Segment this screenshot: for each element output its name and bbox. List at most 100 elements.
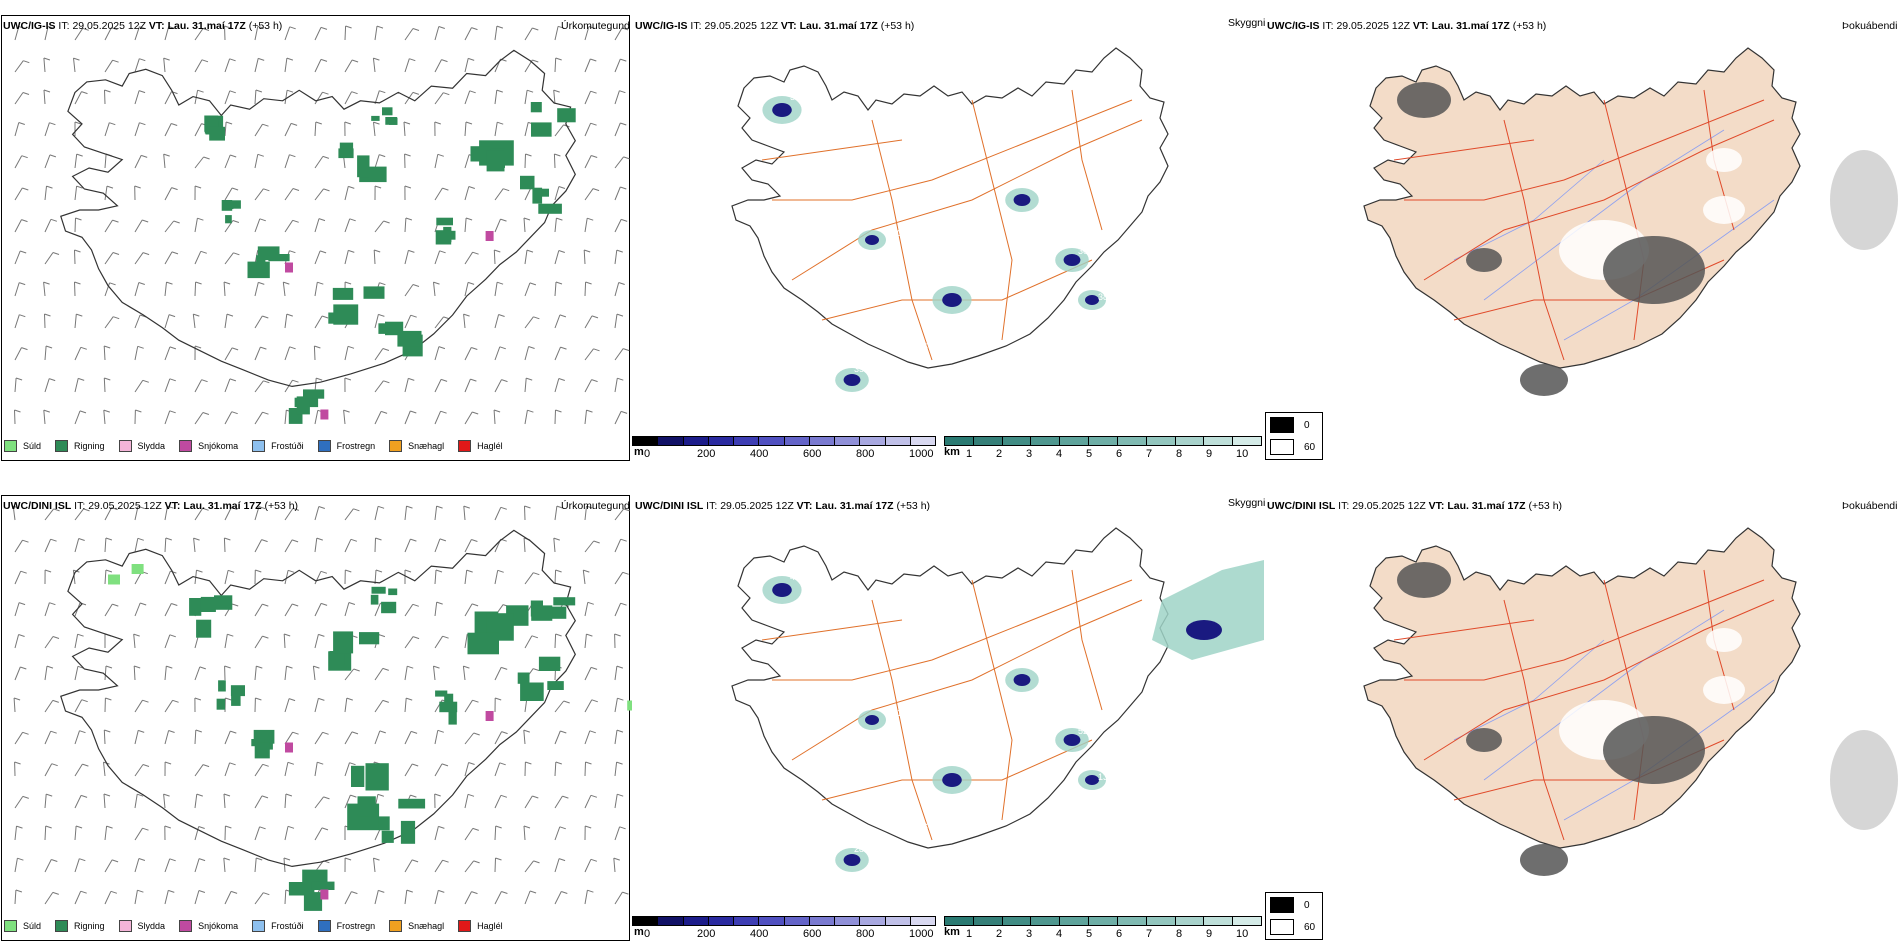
wind-barb — [314, 121, 317, 137]
colorbar-step — [784, 917, 810, 925]
wind-barb — [164, 378, 171, 393]
wind-barb-tick — [255, 569, 262, 573]
wind-barb-tick — [317, 281, 324, 285]
wind-barb-tick — [79, 730, 86, 734]
wind-barb-tick — [50, 218, 58, 222]
rain-area — [296, 396, 310, 415]
wind-barb-tick — [382, 667, 389, 671]
wind-barb-tick — [561, 891, 568, 894]
wind-barb — [314, 282, 318, 297]
wind-barb — [554, 124, 564, 137]
wind-barb-tick — [43, 57, 51, 61]
rain-area — [538, 203, 562, 214]
wind-barb-tick — [471, 27, 478, 31]
wind-barb — [344, 762, 350, 777]
wind-barb-tick — [260, 346, 267, 350]
wind-barb-tick — [619, 90, 626, 94]
wind-barb — [74, 378, 79, 393]
wind-barb-tick — [379, 90, 386, 94]
wind-barb-tick — [20, 666, 27, 670]
iceland-outline — [60, 529, 577, 868]
wind-barb-tick — [556, 217, 563, 221]
wind-barb-tick — [44, 313, 51, 317]
wind-barb — [614, 508, 624, 521]
wind-barb-tick — [500, 506, 507, 510]
wind-barb-tick — [142, 252, 150, 256]
wind-barb — [554, 761, 557, 777]
legend-item-freezing-rain: Frostregn — [317, 920, 375, 932]
wind-barb-tick — [439, 250, 446, 254]
wind-barb-tick — [469, 90, 476, 94]
wind-barb-tick — [553, 537, 560, 541]
wind-barb-tick — [473, 860, 480, 864]
height-tick: 600 — [803, 448, 822, 460]
wind-barb — [374, 602, 381, 617]
wind-barb — [224, 730, 231, 745]
wind-barb-tick — [436, 601, 443, 605]
wind-barb-tick — [351, 59, 359, 63]
wind-barb-tick — [345, 569, 352, 573]
height-label-6: 35 — [854, 364, 864, 374]
wind-barb-tick — [443, 92, 450, 96]
cloud-base-area — [1063, 734, 1081, 746]
wind-barb — [254, 218, 261, 233]
wind-barb-tick — [558, 378, 565, 381]
wind-barb-tick — [348, 185, 355, 189]
wind-barb-tick — [348, 602, 356, 605]
wind-barb-tick — [262, 123, 269, 127]
wind-barb-tick — [230, 730, 237, 734]
wind-barb — [614, 572, 624, 585]
wind-barb — [464, 58, 469, 73]
wind-barb — [374, 700, 384, 713]
wind-barb-tick — [286, 57, 294, 61]
colorbar-step — [860, 437, 886, 445]
wind-barb — [134, 155, 142, 169]
legend-item-frost-drizzle: Frostúði — [252, 920, 304, 932]
wind-barb-tick — [533, 860, 540, 864]
height-label-8: 12 — [972, 254, 982, 264]
wind-barb — [164, 251, 173, 265]
wind-barb-tick — [463, 505, 470, 509]
colorbar-step — [1117, 437, 1147, 445]
wind-barb-tick — [407, 665, 414, 669]
wind-barb-tick — [533, 572, 540, 576]
wind-barb — [344, 91, 353, 105]
wind-barb — [554, 826, 561, 841]
wind-barb-tick — [263, 380, 270, 384]
height-colorbar: 0 200 400 600 800 1000 — [632, 916, 936, 940]
wind-barb — [14, 250, 21, 265]
rain-area — [209, 126, 225, 141]
wind-barb — [403, 121, 406, 137]
wind-barb — [464, 732, 475, 745]
wind-barb-tick — [163, 57, 170, 61]
wind-barb-tick — [412, 91, 420, 95]
wind-barb-tick — [560, 346, 567, 350]
wind-barb — [74, 314, 77, 329]
wind-barb — [284, 762, 289, 777]
wind-barb — [344, 250, 349, 265]
wind-barb-tick — [322, 731, 329, 735]
wind-barb — [373, 858, 376, 873]
wind-barb — [104, 603, 113, 617]
wind-barb-tick — [555, 409, 562, 413]
wind-barb-tick — [22, 795, 29, 799]
wind-barb-tick — [412, 763, 419, 767]
wind-barb-tick — [440, 410, 447, 414]
road — [971, 579, 1013, 821]
rain-area — [302, 869, 328, 883]
rain-area — [470, 146, 491, 162]
wind-barb-tick — [409, 58, 416, 62]
wind-barb — [74, 186, 78, 201]
wind-barb-tick — [80, 346, 87, 350]
wind-barb-tick — [496, 25, 504, 29]
wind-barb-tick — [169, 858, 176, 862]
wind-barb-tick — [587, 217, 594, 221]
wind-barb-tick — [559, 314, 567, 318]
wind-barb-tick — [138, 282, 145, 285]
wind-barb — [554, 891, 562, 905]
wind-barb-tick — [532, 795, 539, 799]
wind-barb-tick — [79, 858, 86, 862]
height-tick: 0 — [644, 928, 651, 940]
wind-barb-tick — [223, 281, 231, 285]
wind-barb — [584, 26, 590, 41]
